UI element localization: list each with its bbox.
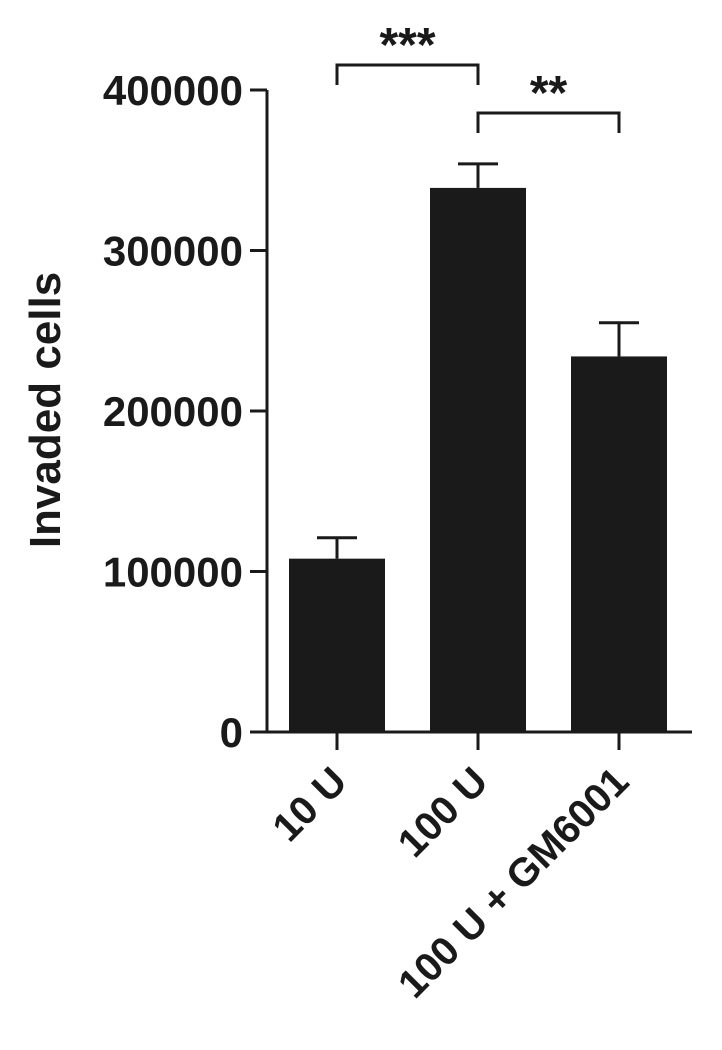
bar [571, 356, 667, 732]
y-tick-label: 0 [220, 709, 243, 756]
bar [430, 187, 526, 732]
x-tick-label: 10 U [265, 759, 356, 850]
y-tick-label: 400000 [103, 67, 243, 114]
significance-label: *** [379, 19, 435, 72]
significance-bracket [476, 111, 621, 133]
significance-bracket [335, 63, 480, 85]
bar [289, 558, 385, 732]
y-axis-label: Invaded cells [21, 272, 70, 548]
significance-label: ** [530, 67, 568, 120]
y-tick-label: 200000 [103, 388, 243, 435]
x-tick-label: 100 U [390, 759, 497, 866]
y-tick-label: 100000 [103, 549, 243, 596]
y-tick-label: 300000 [103, 228, 243, 275]
